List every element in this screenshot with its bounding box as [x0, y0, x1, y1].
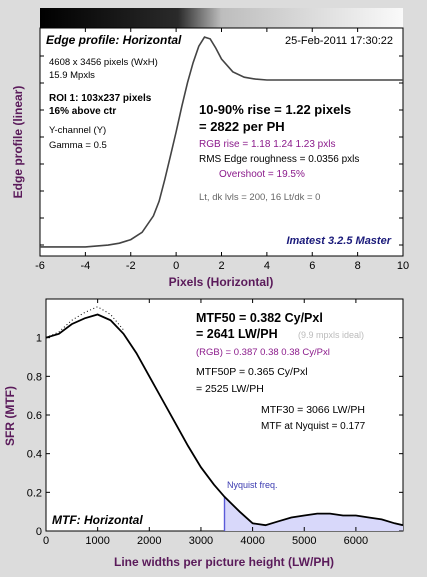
edge-title: Edge profile: Horizontal	[46, 33, 182, 47]
edge-info-dimensions: 4608 x 3456 pixels (WxH)	[49, 57, 158, 68]
mtf-x-tick-labels: 0 1000 2000 3000 4000 5000 6000	[43, 535, 368, 547]
edge-rise-per-ph: = 2822 per PH	[199, 119, 285, 134]
mtf50p-lwph: = 2525 LW/PH	[196, 383, 264, 395]
edge-x-tick-label: 0	[173, 260, 179, 272]
mtf-y-tick-label: 0.8	[27, 371, 42, 383]
mtf-x-tick-label: 5000	[292, 535, 316, 547]
edge-x-tick-label: 4	[264, 260, 270, 272]
edge-plot-area	[39, 27, 404, 257]
mtf50p-value: MTF50P = 0.365 Cy/Pxl	[196, 366, 308, 378]
edge-roi: ROI 1: 103x237 pixels	[49, 93, 152, 104]
edge-y-axis-label: Edge profile (linear)	[11, 86, 25, 199]
mtf-x-tick-label: 1000	[85, 535, 109, 547]
edge-roughness: RMS Edge roughness = 0.0356 pxls	[199, 154, 359, 165]
mtf-x-axis-label: Line widths per picture height (LW/PH)	[114, 555, 334, 569]
mtf-ideal: (9.9 mpxls ideal)	[298, 330, 364, 340]
mtf30-value: MTF30 = 3066 LW/PH	[261, 404, 365, 416]
mtf-x-tick-label: 3000	[189, 535, 213, 547]
edge-date: 25-Feb-2011 17:30:22	[285, 35, 393, 47]
edge-rgb-rise: RGB rise = 1.18 1.24 1.23 pxls	[199, 139, 335, 150]
mtf-y-tick-label: 0	[36, 526, 42, 538]
mtf-title: MTF: Horizontal	[52, 513, 143, 527]
mtf-plot-area	[45, 298, 404, 532]
edge-x-tick-labels: -6 -4 -2 0 2 4 6 8 10	[35, 260, 409, 272]
edge-overshoot: Overshoot = 19.5%	[219, 169, 305, 180]
edge-x-tick-label: -4	[80, 260, 90, 272]
imatest-brand: Imatest 3.2.5 Master	[286, 235, 391, 247]
edge-channel: Y-channel (Y)	[49, 125, 106, 136]
mtf-y-tick-labels: 0 0.2 0.4 0.6 0.8 1	[27, 333, 42, 538]
edge-roi-position: 16% above ctr	[49, 106, 116, 117]
mtf-dotted-line	[46, 306, 124, 339]
mtf-nyquist-value: MTF at Nyquist = 0.177	[261, 421, 366, 432]
mtf-y-tick-label: 0.4	[27, 449, 42, 461]
mtf-x-tick-label: 2000	[137, 535, 161, 547]
mtf-ticks	[45, 299, 403, 532]
edge-x-tick-label: 10	[397, 260, 409, 272]
mtf-x-tick-label: 0	[43, 535, 49, 547]
edge-x-axis-label: Pixels (Horizontal)	[169, 275, 274, 289]
edge-x-tick-label: 2	[218, 260, 224, 272]
edge-info-mpxls: 15.9 Mpxls	[49, 70, 95, 81]
edge-x-tick-label: -2	[126, 260, 136, 272]
edge-x-tick-label: 6	[309, 260, 315, 272]
gradient-strip	[40, 8, 403, 28]
edge-x-tick-label: 8	[355, 260, 361, 272]
edge-profile-line	[40, 36, 403, 248]
edge-gamma: Gamma = 0.5	[49, 140, 107, 151]
mtf50-value: MTF50 = 0.382 Cy/Pxl	[196, 311, 323, 325]
mtf-x-tick-label: 6000	[344, 535, 368, 547]
mtf-y-tick-label: 0.2	[27, 487, 42, 499]
mtf-y-tick-label: 1	[36, 333, 42, 345]
nyquist-label: Nyquist freq.	[227, 480, 278, 490]
mtf-y-tick-label: 0.6	[27, 410, 42, 422]
mtf50-lwph: = 2641 LW/PH	[196, 327, 278, 341]
edge-rise: 10-90% rise = 1.22 pixels	[199, 102, 351, 117]
mtf-y-axis-label: SFR (MTF)	[3, 386, 17, 446]
edge-x-ticks	[39, 28, 404, 256]
edge-levels: Lt, dk lvls = 200, 16 Lt/dk = 0	[199, 192, 320, 203]
edge-x-tick-label: -6	[35, 260, 45, 272]
mtf-x-tick-label: 4000	[240, 535, 264, 547]
mtf-rgb: (RGB) = 0.387 0.38 0.38 Cy/Pxl	[196, 347, 330, 358]
mtf-line	[46, 313, 403, 527]
mtf-nyquist-fill	[224, 496, 403, 531]
edge-y-ticks	[40, 55, 403, 246]
